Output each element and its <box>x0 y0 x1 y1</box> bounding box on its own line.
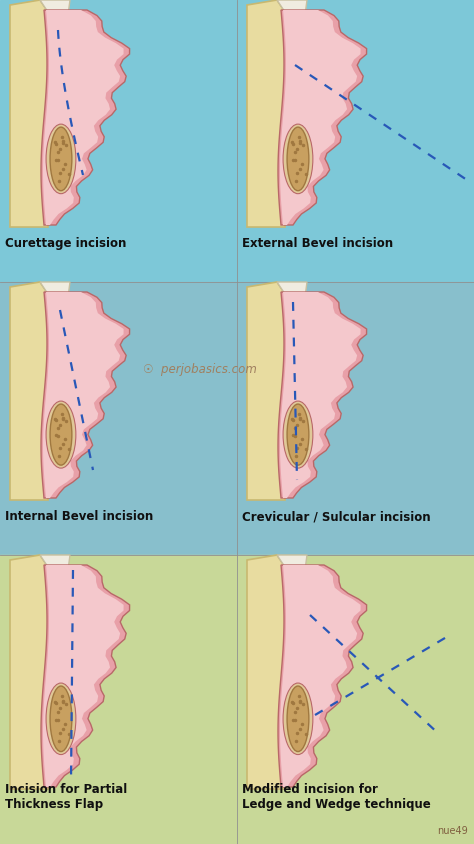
Polygon shape <box>277 555 307 585</box>
Polygon shape <box>280 10 361 225</box>
Polygon shape <box>41 292 129 498</box>
Polygon shape <box>41 565 129 787</box>
Bar <box>0 282 474 555</box>
Polygon shape <box>10 282 48 500</box>
Polygon shape <box>40 282 70 312</box>
Ellipse shape <box>283 401 313 468</box>
Ellipse shape <box>287 404 309 465</box>
Polygon shape <box>40 555 70 585</box>
Polygon shape <box>10 0 48 227</box>
Bar <box>0 0 474 282</box>
Ellipse shape <box>50 686 72 751</box>
Ellipse shape <box>283 124 313 193</box>
Polygon shape <box>41 10 129 225</box>
Text: Internal Bevel incision: Internal Bevel incision <box>5 510 153 523</box>
Text: External Bevel incision: External Bevel incision <box>242 237 393 250</box>
Ellipse shape <box>46 683 76 755</box>
Polygon shape <box>277 282 307 312</box>
Polygon shape <box>278 565 366 787</box>
Polygon shape <box>247 0 285 227</box>
Ellipse shape <box>50 404 72 465</box>
Text: Modified incision for
Ledge and Wedge technique: Modified incision for Ledge and Wedge te… <box>242 783 431 811</box>
Text: nue49: nue49 <box>437 826 468 836</box>
Text: ☉  perjobasics.com: ☉ perjobasics.com <box>143 364 257 376</box>
Polygon shape <box>278 292 366 498</box>
Polygon shape <box>278 10 366 225</box>
Text: Curettage incision: Curettage incision <box>5 237 127 250</box>
Text: Incision for Partial
Thickness Flap: Incision for Partial Thickness Flap <box>5 783 127 811</box>
Ellipse shape <box>287 686 309 751</box>
Text: Crevicular / Sulcular incision: Crevicular / Sulcular incision <box>242 510 430 523</box>
Ellipse shape <box>46 401 76 468</box>
Ellipse shape <box>50 127 72 191</box>
Ellipse shape <box>283 683 313 755</box>
Polygon shape <box>10 555 48 789</box>
Polygon shape <box>247 555 285 789</box>
Polygon shape <box>280 292 361 498</box>
Polygon shape <box>40 0 70 30</box>
Bar <box>0 555 474 844</box>
Ellipse shape <box>287 127 309 191</box>
Ellipse shape <box>46 124 76 193</box>
Polygon shape <box>43 565 124 787</box>
Polygon shape <box>43 292 124 498</box>
Polygon shape <box>43 10 124 225</box>
Polygon shape <box>247 282 285 500</box>
Polygon shape <box>277 0 307 30</box>
Polygon shape <box>280 565 361 787</box>
